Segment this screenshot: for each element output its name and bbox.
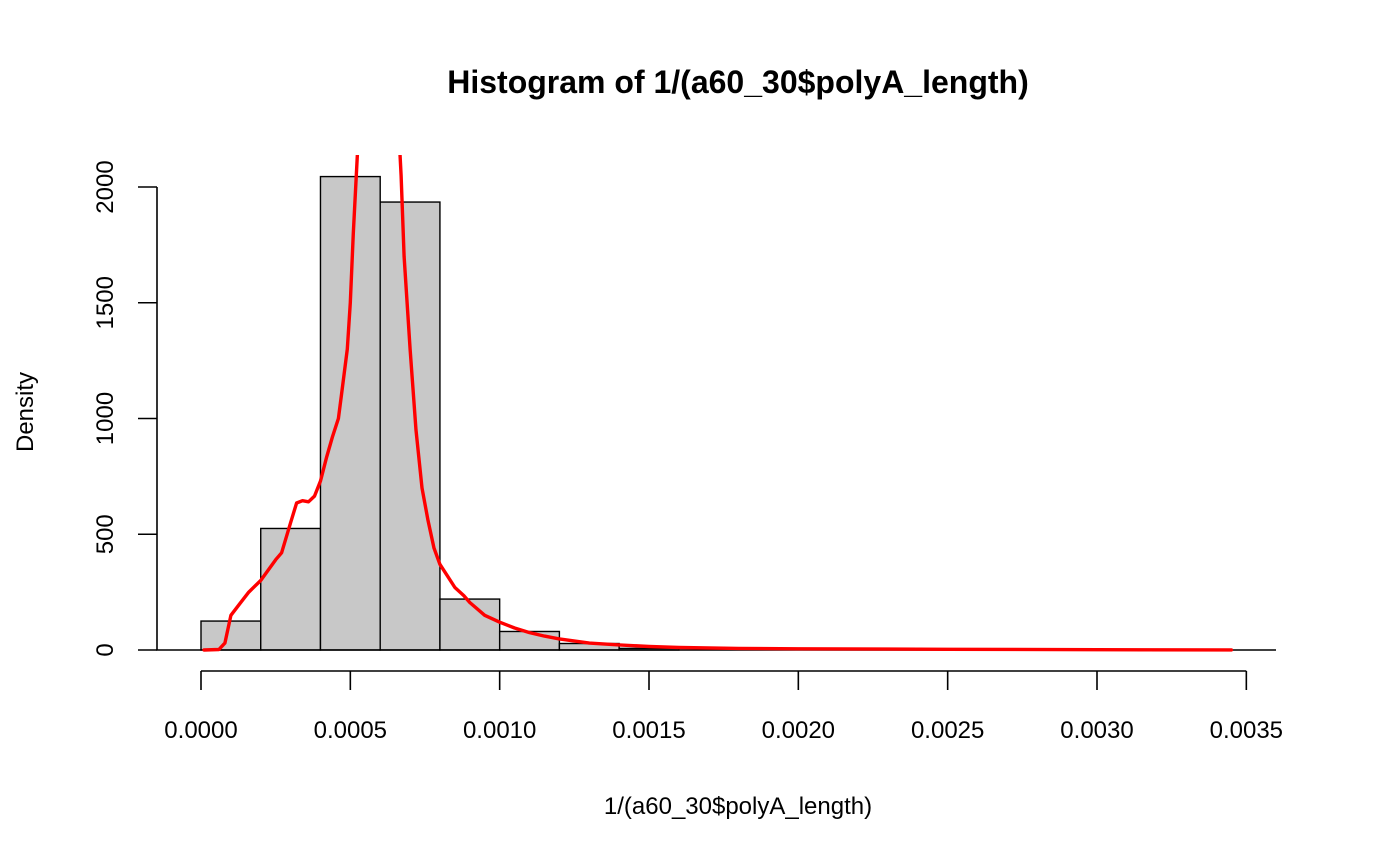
x-tick-label: 0.0000 xyxy=(164,717,237,744)
x-tick-label: 0.0020 xyxy=(762,717,835,744)
density-curve-left xyxy=(202,155,360,652)
y-tick-label: 1000 xyxy=(92,392,119,445)
histogram-bar-1 xyxy=(200,620,262,651)
y-axis: 0 500 1000 1500 2000 xyxy=(92,160,158,657)
x-tick-label: 0.0005 xyxy=(314,717,387,744)
x-tick-label: 0.0010 xyxy=(463,717,536,744)
y-tick-label: 2000 xyxy=(92,160,119,213)
y-tick-label: 1500 xyxy=(92,276,119,329)
histogram-bar-2 xyxy=(260,527,322,651)
histogram-bar-3 xyxy=(319,175,381,651)
density-curve-group xyxy=(202,155,1234,652)
x-axis-label: 1/(a60_30$polyA_length) xyxy=(604,793,872,820)
y-tick-label: 500 xyxy=(92,514,119,554)
histogram-bar-5 xyxy=(439,598,501,651)
x-tick-label: 0.0035 xyxy=(1210,717,1283,744)
histogram-bars xyxy=(156,175,1276,651)
x-axis: 0.0000 0.0005 0.0010 0.0015 0.0020 0.0025 0.00… xyxy=(164,670,1283,744)
y-tick-label: 0 xyxy=(92,643,119,656)
x-tick-label: 0.0025 xyxy=(911,717,984,744)
chart-title: Histogram of 1/(a60_30$polyA_length) xyxy=(447,64,1028,100)
x-tick-label: 0.0015 xyxy=(612,717,685,744)
density-curve-right xyxy=(398,155,1234,652)
histogram-bar-4 xyxy=(379,201,441,651)
x-tick-label: 0.0030 xyxy=(1060,717,1133,744)
y-axis-label: Density xyxy=(12,372,39,452)
